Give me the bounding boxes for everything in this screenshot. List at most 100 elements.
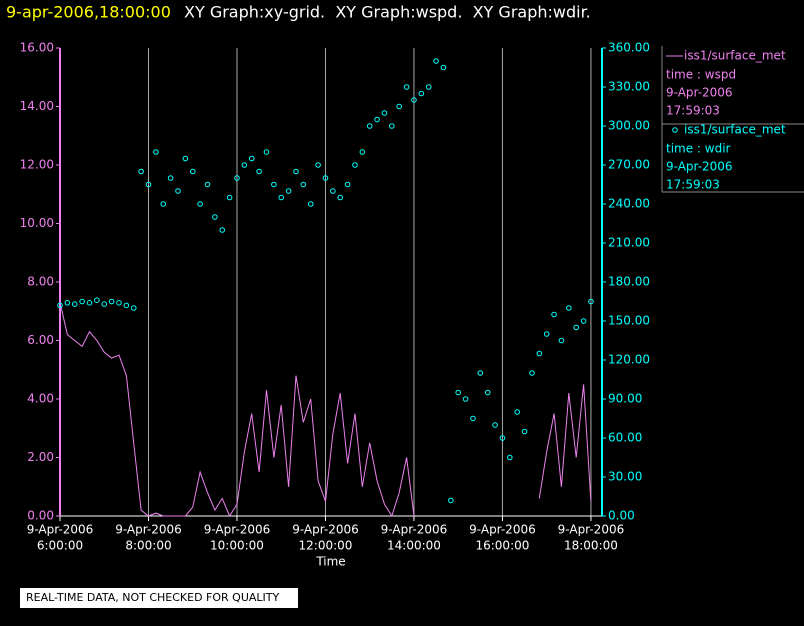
wdir-point <box>484 389 491 396</box>
wdir-point <box>455 389 462 396</box>
wdir-point <box>374 116 380 123</box>
wdir-point <box>396 103 403 110</box>
wdir-point <box>116 300 122 306</box>
wdir-point <box>322 175 329 181</box>
wdir-point <box>241 162 248 168</box>
wdir-point <box>344 181 351 188</box>
y-tick-label: 2.00 <box>27 450 54 464</box>
wdir-point <box>558 337 565 344</box>
x-tick-label: 14:00:00 <box>387 539 441 553</box>
wdir-point <box>330 188 336 194</box>
y2-tick-label: 330.00 <box>608 80 650 94</box>
legend-name: iss1/surface_met <box>684 123 786 137</box>
y-tick-label: 16.00 <box>20 41 54 55</box>
wdir-point <box>389 123 395 129</box>
wdir-point <box>204 181 211 188</box>
x-axis-label: Time <box>315 555 345 569</box>
legend-name: iss1/surface_met <box>684 49 786 63</box>
wdir-point <box>293 168 299 175</box>
wdir-point <box>138 168 144 175</box>
y2-tick-label: 30.00 <box>608 470 642 484</box>
x-tick-label: 9-Apr-2006 <box>115 523 182 537</box>
wdir-point <box>160 201 167 207</box>
x-tick-label: 6:00:00 <box>37 539 83 553</box>
y2-tick-label: 180.00 <box>608 275 650 289</box>
wdir-point <box>492 422 498 428</box>
wdir-point <box>256 168 262 175</box>
x-tick-label: 12:00:00 <box>299 539 353 553</box>
legend-line: 9-Apr-2006 <box>666 86 733 100</box>
wdir-point <box>462 396 469 402</box>
wdir-point <box>234 175 240 181</box>
wdir-point <box>248 155 255 162</box>
wdir-point <box>64 300 71 306</box>
wdir-point <box>226 194 233 201</box>
y2-tick-label: 300.00 <box>608 119 650 133</box>
wdir-point <box>101 301 108 307</box>
wdir-point <box>359 149 366 155</box>
wdir-point <box>551 311 557 318</box>
x-tick-label: 9-Apr-2006 <box>381 523 448 537</box>
wdir-point <box>71 301 78 307</box>
y2-tick-label: 210.00 <box>608 236 650 250</box>
wdir-point <box>352 162 358 168</box>
wdir-point <box>278 194 285 201</box>
x-tick-label: 9-Apr-2006 <box>558 523 625 537</box>
y-tick-label: 8.00 <box>27 275 54 289</box>
legend-swatch <box>672 127 678 133</box>
y2-tick-label: 150.00 <box>608 314 650 328</box>
wdir-point <box>514 409 520 415</box>
wspd-line <box>59 302 592 518</box>
wdir-point <box>433 58 439 64</box>
wdir-point <box>425 84 432 90</box>
wdir-point <box>315 162 321 168</box>
y2-tick-label: 90.00 <box>608 392 642 406</box>
wdir-point <box>580 318 587 324</box>
wdir-point <box>219 227 226 233</box>
wdir-point <box>145 181 152 188</box>
x-tick-label: 18:00:00 <box>564 539 618 553</box>
y-tick-label: 0.00 <box>27 509 54 523</box>
y-tick-label: 4.00 <box>27 392 54 406</box>
wdir-point <box>507 454 513 461</box>
y2-tick-label: 120.00 <box>608 353 650 367</box>
legend-line: time : wspd <box>666 68 736 82</box>
y2-tick-label: 60.00 <box>608 431 642 445</box>
wdir-point <box>57 302 63 309</box>
wdir-point <box>529 370 535 376</box>
wdir-point <box>130 305 137 311</box>
wdir-point <box>470 415 476 422</box>
wdir-point <box>123 302 130 309</box>
graph-title: XY Graph:xy-grid. XY Graph:wspd. XY Grap… <box>184 3 591 22</box>
y-tick-label: 10.00 <box>20 216 54 230</box>
wdir-point <box>197 201 203 207</box>
x-tick-label: 16:00:00 <box>475 539 529 553</box>
wdir-point <box>94 297 100 304</box>
legend-line: 17:59:03 <box>666 178 720 192</box>
wdir-point <box>300 181 307 188</box>
wdir-point <box>153 149 159 155</box>
wdir-point <box>182 155 189 162</box>
wdir-point <box>337 194 344 201</box>
x-tick-label: 9-Apr-2006 <box>27 523 94 537</box>
wdir-point <box>307 201 314 207</box>
wdir-point <box>79 298 85 305</box>
x-tick-label: 9-Apr-2006 <box>292 523 359 537</box>
wdir-point <box>477 370 484 376</box>
wdir-point <box>543 331 550 337</box>
wdir-point <box>448 497 454 504</box>
y2-tick-label: 240.00 <box>608 197 650 211</box>
wdir-point <box>86 300 93 306</box>
wdir-point <box>175 188 181 194</box>
x-tick-label: 8:00:00 <box>125 539 171 553</box>
x-tick-label: 9-Apr-2006 <box>204 523 271 537</box>
wdir-point <box>521 428 528 435</box>
wdir-point <box>411 97 417 103</box>
wdir-point <box>285 188 292 194</box>
y2-tick-label: 360.00 <box>608 41 650 55</box>
legend-line: time : wdir <box>666 142 731 156</box>
y-tick-label: 6.00 <box>27 333 54 347</box>
wdir-point <box>381 110 388 116</box>
wdir-point <box>573 324 579 331</box>
